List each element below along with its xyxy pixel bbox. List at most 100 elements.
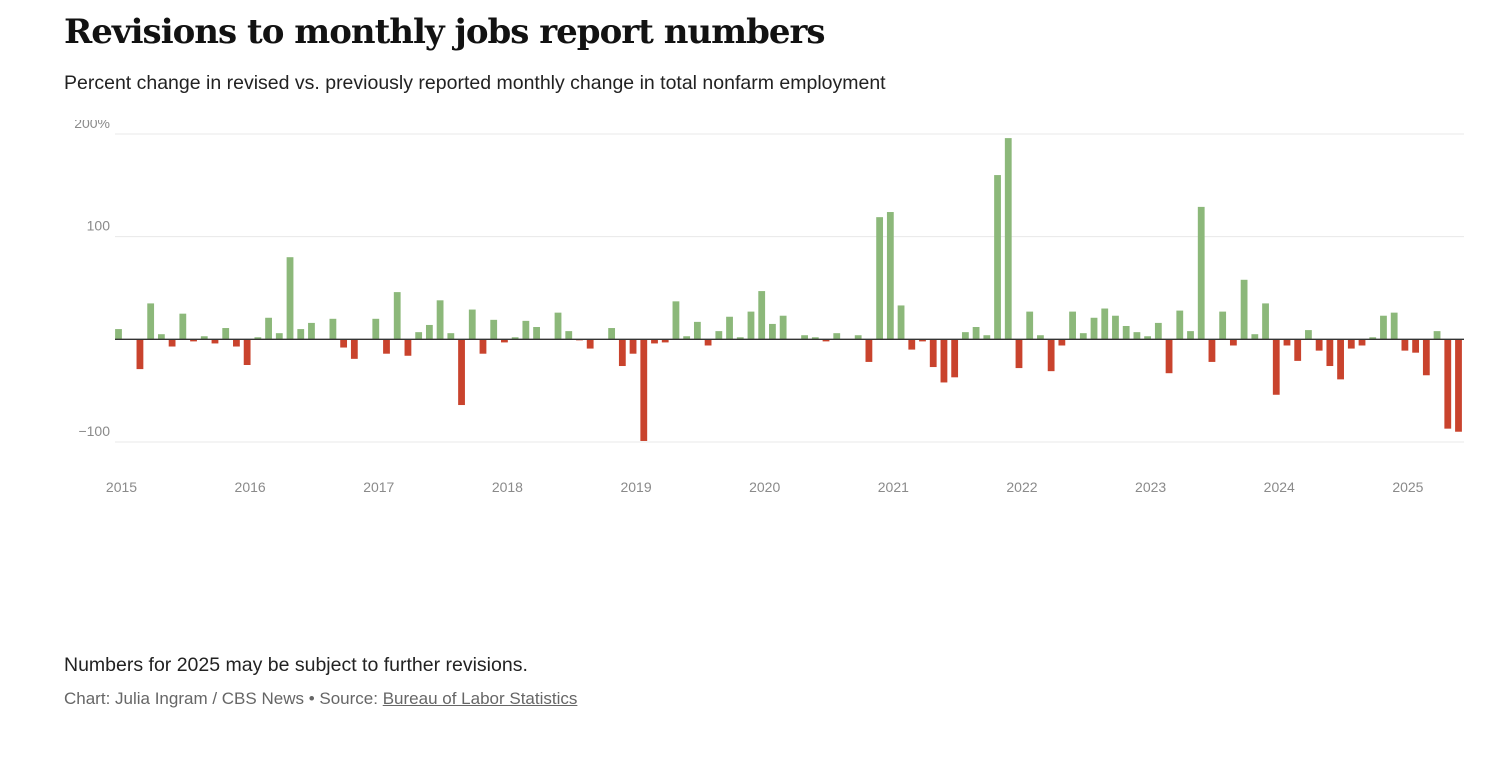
- y-tick-label: −100: [78, 423, 110, 439]
- bar: [1219, 311, 1227, 340]
- bar: [447, 333, 455, 340]
- footnote: Numbers for 2025 may be subject to furth…: [64, 654, 528, 676]
- y-tick-label: 100: [87, 218, 111, 234]
- bar: [222, 328, 230, 340]
- bar: [629, 339, 637, 354]
- bar: [951, 339, 959, 378]
- bar: [1208, 339, 1216, 362]
- credit-author: Chart: Julia Ingram / CBS News: [64, 689, 304, 708]
- bar: [1358, 339, 1366, 346]
- x-tick-label: 2023: [1135, 479, 1166, 495]
- bar: [651, 339, 658, 344]
- x-tick-label: 2017: [363, 479, 394, 495]
- bar: [1112, 315, 1119, 340]
- bar: [726, 316, 733, 340]
- bar: [200, 336, 208, 340]
- bar: [1422, 339, 1430, 376]
- chart-title: Revisions to monthly jobs report numbers: [64, 12, 826, 52]
- bar: [822, 339, 830, 342]
- x-tick-label: 2021: [878, 479, 909, 495]
- credit-separator: •: [308, 689, 315, 708]
- bar: [522, 320, 530, 340]
- bar: [586, 339, 594, 349]
- bar: [1058, 339, 1066, 346]
- bar: [833, 333, 841, 340]
- bar: [329, 318, 337, 340]
- x-tick-label: 2018: [492, 479, 523, 495]
- bar: [929, 339, 937, 368]
- bar: [1133, 332, 1141, 340]
- chart-subtitle: Percent change in revised vs. previously…: [64, 72, 886, 94]
- bar: [1240, 279, 1248, 340]
- bar: [286, 257, 294, 340]
- bar: [1305, 330, 1312, 340]
- bar: [1144, 336, 1152, 340]
- bar: [115, 329, 122, 340]
- bar: [479, 339, 487, 354]
- y-tick-label: 200%: [74, 120, 110, 131]
- bar: [372, 318, 380, 340]
- bar: [1004, 138, 1012, 340]
- bar: [1262, 303, 1269, 340]
- bar: [661, 339, 669, 343]
- bar: [554, 312, 562, 340]
- bar: [897, 305, 905, 340]
- bar: [1455, 339, 1462, 432]
- bar: [147, 303, 155, 340]
- bar: [1433, 331, 1441, 340]
- bar: [436, 300, 444, 340]
- bar: [1369, 337, 1377, 340]
- source-link[interactable]: Bureau of Labor Statistics: [382, 689, 578, 708]
- bar: [1197, 206, 1205, 340]
- bar: [490, 319, 498, 340]
- bar: [1176, 310, 1184, 340]
- bar: [1069, 311, 1076, 340]
- bar: [168, 339, 176, 347]
- bar: [811, 337, 819, 340]
- bar: [383, 339, 390, 354]
- bar: [1165, 339, 1173, 374]
- bar: [265, 317, 272, 340]
- bar: [736, 337, 744, 340]
- bar: [1444, 339, 1452, 429]
- bar: [908, 339, 916, 350]
- bar: [404, 339, 412, 356]
- bar: [1294, 339, 1302, 361]
- bar: [501, 339, 508, 343]
- bar: [468, 309, 476, 340]
- bar: [136, 339, 144, 370]
- bar: [179, 313, 187, 340]
- bar: [940, 339, 948, 383]
- bar: [1401, 339, 1409, 351]
- bar: [1187, 331, 1194, 340]
- bar: [1347, 339, 1355, 349]
- bar: [865, 339, 873, 362]
- bar: [565, 331, 573, 340]
- credit-line: Chart: Julia Ingram / CBS News • Source:…: [64, 689, 577, 709]
- bar: [233, 339, 240, 347]
- bar: [961, 332, 969, 340]
- bar: [854, 335, 862, 340]
- bar-chart: 200% 100 −100 2015 2016 2017 2018 2019 2020 2021 2…: [74, 120, 1464, 495]
- bar: [297, 329, 305, 340]
- bars: [115, 138, 1462, 441]
- bar: [886, 212, 894, 340]
- bar: [1337, 339, 1344, 380]
- bar: [1229, 339, 1237, 346]
- bar: [693, 321, 701, 340]
- bar: [275, 333, 283, 340]
- bar: [1412, 339, 1420, 353]
- bar: [254, 337, 262, 340]
- bar: [919, 339, 926, 342]
- bar: [1101, 308, 1109, 340]
- bar: [1326, 339, 1334, 367]
- bar: [211, 339, 219, 344]
- axes: 200% 100 −100 2015 2016 2017 2018 2019 2020 2021 2…: [74, 120, 1464, 495]
- bar: [769, 323, 776, 340]
- bar: [1037, 335, 1044, 340]
- bar: [1315, 339, 1323, 351]
- bar: [994, 175, 1001, 340]
- bar: [350, 339, 358, 359]
- bar: [1090, 317, 1098, 340]
- bar: [683, 336, 691, 340]
